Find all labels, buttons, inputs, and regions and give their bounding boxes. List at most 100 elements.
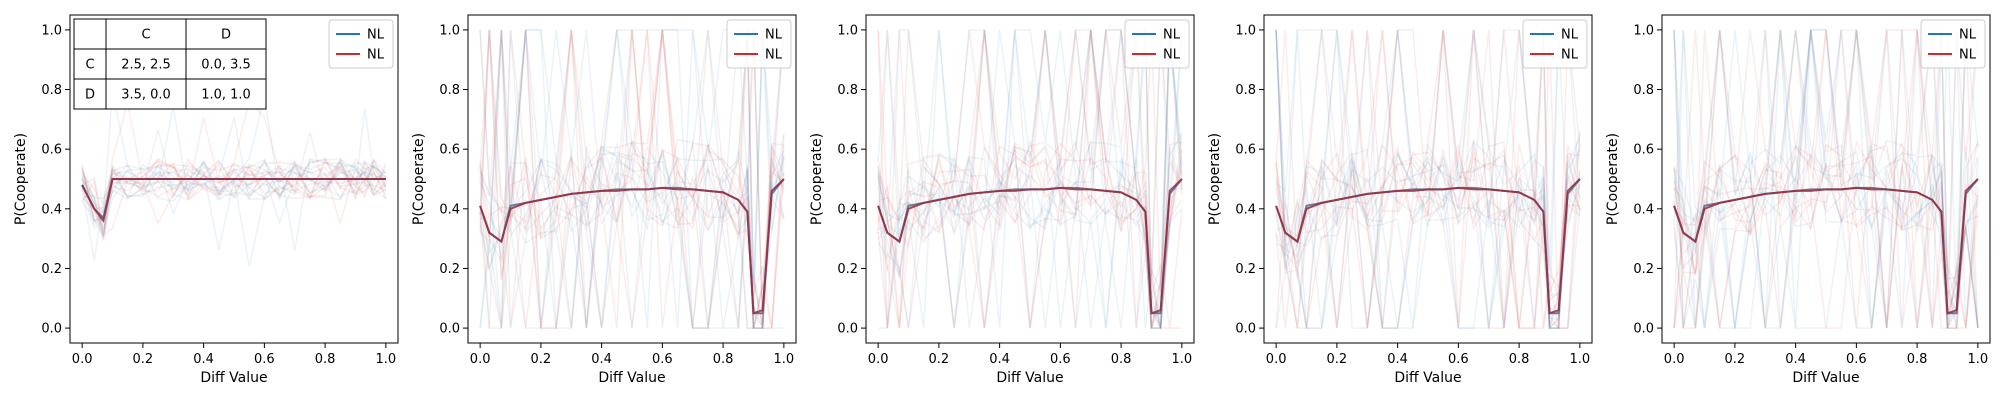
- table-cell: 0.0, 3.5: [201, 58, 251, 73]
- y-tick-label: 1.0: [1633, 23, 1654, 38]
- x-tick-label: 1.0: [1968, 352, 1989, 367]
- x-tick-label: 0.0: [72, 352, 93, 367]
- trial-line: [1275, 29, 1581, 330]
- trial-line: [1275, 29, 1581, 329]
- trial-line: [1673, 29, 1979, 329]
- x-tick-label: 1.0: [774, 352, 795, 367]
- trial-line: [1275, 29, 1581, 329]
- legend-label: NL: [1163, 28, 1181, 43]
- trial-line: [1673, 29, 1979, 329]
- x-tick-label: 0.8: [1509, 352, 1530, 367]
- legend-box: [1522, 19, 1588, 69]
- series-line-red: [1673, 178, 1979, 315]
- x-tick-label: 0.4: [591, 352, 612, 367]
- trial-lines: [479, 29, 785, 330]
- y-tick-label: 0.4: [1235, 202, 1256, 217]
- trial-line: [479, 29, 785, 329]
- trial-line: [877, 29, 1183, 329]
- legend-label: NL: [1561, 28, 1579, 43]
- subplot-2: 0.0 0.2 0.4 0.6 0.8 1.0 0.0 0.2 0.4 0.6 0.8 1.0 Diff…: [411, 14, 797, 386]
- trial-line: [877, 29, 1183, 329]
- x-axis-label: Diff Value: [200, 370, 267, 386]
- y-tick-label: 0.4: [41, 202, 62, 217]
- axes-frame: [69, 14, 399, 344]
- trial-line: [1673, 29, 1979, 329]
- table-cell: 2.5, 2.5: [121, 58, 171, 73]
- x-tick-label: 0.0: [868, 352, 889, 367]
- axes-frame: [865, 14, 1195, 344]
- legend: NL NL: [1920, 19, 1986, 69]
- trial-line: [81, 160, 387, 226]
- trial-line: [81, 158, 387, 261]
- y-tick-label: 0.2: [41, 262, 62, 277]
- trial-line: [877, 29, 1183, 329]
- trial-line: [877, 29, 1183, 329]
- x-tick-label: 0.4: [1785, 352, 1806, 367]
- axes-frame: [1263, 14, 1593, 344]
- y-tick-label: 0.2: [837, 262, 858, 277]
- trial-line: [479, 145, 785, 329]
- trial-line: [1673, 29, 1979, 329]
- trial-line: [877, 29, 1183, 329]
- trial-line: [877, 29, 1183, 329]
- trial-line: [1673, 140, 1979, 329]
- series-line-red: [877, 178, 1183, 315]
- trial-line: [81, 108, 387, 238]
- trial-line: [81, 102, 387, 237]
- legend-label: NL: [367, 48, 385, 63]
- trial-line: [479, 29, 785, 329]
- legend-label: NL: [765, 48, 783, 63]
- y-tick-label: 0.4: [837, 202, 858, 217]
- trial-line: [1275, 29, 1581, 329]
- table-cell: D: [85, 88, 95, 103]
- trial-line: [1673, 29, 1979, 329]
- trial-line: [81, 158, 387, 223]
- y-tick-label: 1.0: [41, 23, 62, 38]
- trial-line: [877, 145, 1183, 329]
- legend: NL NL: [726, 19, 792, 69]
- trial-line: [1275, 29, 1580, 329]
- table-cell: C: [85, 58, 94, 73]
- payoff-table: C DC 2.5, 2.5 0.0, 3.5D 3.5, 0.0 1.0, 1.0: [73, 18, 267, 110]
- trial-line: [479, 29, 785, 329]
- y-tick-label: 0.4: [1633, 202, 1654, 217]
- x-tick-label: 0.2: [133, 352, 154, 367]
- trial-line: [1673, 29, 1979, 329]
- x-tick-label: 0.2: [531, 352, 552, 367]
- y-axis-label: P(Cooperate): [411, 133, 427, 225]
- trial-line: [479, 29, 785, 329]
- legend: NL NL: [1522, 19, 1588, 69]
- y-tick-label: 0.4: [439, 202, 460, 217]
- y-axis-label: P(Cooperate): [13, 133, 29, 225]
- table-cell: 3.5, 0.0: [121, 88, 171, 103]
- trial-line: [1275, 29, 1581, 329]
- y-axis-label: P(Cooperate): [809, 133, 825, 225]
- axes-frame: [467, 14, 797, 344]
- trial-line: [479, 29, 785, 329]
- series-line-red: [81, 178, 386, 224]
- trial-line: [1275, 29, 1581, 329]
- x-tick-label: 0.6: [1846, 352, 1867, 367]
- trial-line: [479, 29, 785, 329]
- trial-line: [1275, 29, 1581, 329]
- x-tick-label: 1.0: [376, 352, 397, 367]
- y-tick-label: 0.6: [1235, 143, 1256, 158]
- trial-line: [877, 29, 1183, 329]
- y-tick-label: 0.0: [439, 322, 460, 337]
- x-tick-label: 0.4: [193, 352, 214, 367]
- subplot-1: 0.0 0.2 0.4 0.6 0.8 1.0 0.0 0.2 0.4 0.6 0.8 1.0 Diff…: [13, 14, 399, 386]
- y-tick-label: 1.0: [439, 23, 460, 38]
- y-tick-label: 0.0: [41, 322, 62, 337]
- y-tick-label: 0.8: [41, 83, 62, 98]
- trial-line: [81, 161, 387, 236]
- trial-line: [1673, 29, 1979, 329]
- x-tick-label: 0.2: [929, 352, 950, 367]
- x-tick-label: 0.0: [1266, 352, 1287, 367]
- y-tick-label: 0.6: [439, 143, 460, 158]
- y-tick-label: 0.6: [41, 143, 62, 158]
- trial-line: [1275, 132, 1581, 329]
- legend-box: [328, 19, 394, 69]
- trial-line: [1275, 29, 1581, 329]
- trial-lines: [1673, 29, 1979, 331]
- y-tick-label: 0.0: [837, 322, 858, 337]
